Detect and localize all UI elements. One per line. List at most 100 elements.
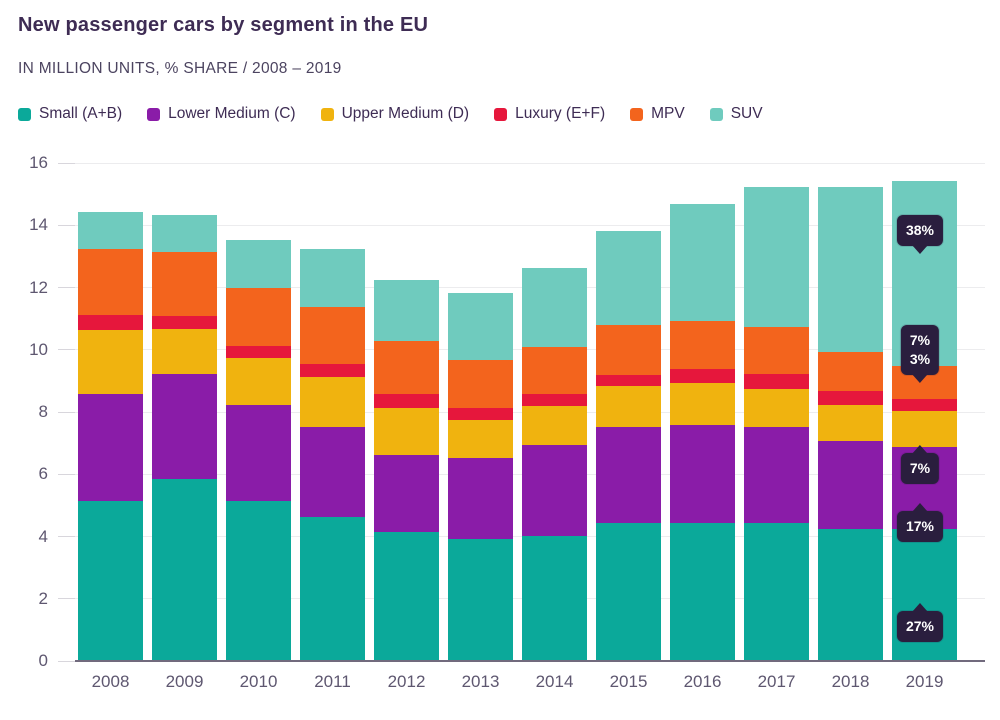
badge-pointer-down-icon (911, 374, 928, 383)
bar-segment-2019-upper-medium-d[interactable] (892, 411, 957, 447)
bar-segment-2013-luxury-e-f[interactable] (448, 407, 513, 421)
bar-segment-2012-small-a-b[interactable] (374, 532, 439, 660)
bar-segment-2019-luxury-e-f[interactable] (892, 398, 957, 412)
bar-segment-2010-lower-medium-c[interactable] (226, 404, 291, 502)
legend-item-label: Small (A+B) (39, 105, 123, 122)
legend-item-luxury-e-f[interactable]: Luxury (E+F) (494, 105, 605, 123)
bar-segment-2009-small-a-b[interactable] (152, 479, 217, 660)
bar-segment-2008-upper-medium-d[interactable] (78, 330, 143, 394)
gridline (75, 224, 985, 226)
bar-segment-2016-upper-medium-d[interactable] (670, 383, 735, 426)
bar-segment-2017-small-a-b[interactable] (744, 523, 809, 660)
bar-segment-2013-mpv[interactable] (448, 359, 513, 408)
legend-swatch-icon (320, 107, 334, 121)
bar-segment-2017-mpv[interactable] (744, 326, 809, 374)
bar-segment-2014-upper-medium-d[interactable] (522, 406, 587, 446)
bar-2013 (448, 292, 513, 660)
bar-segment-2016-luxury-e-f[interactable] (670, 369, 735, 384)
bar-segment-2017-lower-medium-c[interactable] (744, 426, 809, 524)
bar-segment-2012-luxury-e-f[interactable] (374, 393, 439, 408)
legend-item-suv[interactable]: SUV (709, 105, 763, 123)
bar-segment-2009-lower-medium-c[interactable] (152, 373, 217, 480)
bar-segment-2012-mpv[interactable] (374, 340, 439, 394)
y-axis-label: 8 (38, 402, 48, 421)
legend-item-label: MPV (651, 105, 685, 122)
bar-segment-2011-mpv[interactable] (300, 306, 365, 365)
bar-segment-2015-mpv[interactable] (596, 325, 661, 376)
legend-item-small-a-b[interactable]: Small (A+B) (18, 105, 122, 123)
y-axis-label: 10 (29, 339, 48, 359)
y-axis-tick (58, 473, 75, 475)
y-axis-label: 12 (29, 277, 48, 297)
bar-segment-2016-small-a-b[interactable] (670, 523, 735, 660)
bar-segment-2015-upper-medium-d[interactable] (596, 386, 661, 427)
bar-segment-2014-mpv[interactable] (522, 347, 587, 394)
bar-segment-2017-luxury-e-f[interactable] (744, 373, 809, 390)
x-axis-label-2009: 2009 (165, 672, 204, 691)
bar-segment-2014-lower-medium-c[interactable] (522, 445, 587, 536)
bar-2017 (744, 186, 809, 660)
bar-segment-2011-suv[interactable] (300, 249, 365, 307)
bar-segment-2008-suv[interactable] (78, 211, 143, 250)
y-axis-label: 16 (29, 153, 48, 172)
bar-segment-2010-luxury-e-f[interactable] (226, 345, 291, 359)
bar-segment-2012-lower-medium-c[interactable] (374, 454, 439, 533)
bar-segment-2015-lower-medium-c[interactable] (596, 426, 661, 524)
x-axis-line (75, 660, 985, 662)
bar-segment-2010-small-a-b[interactable] (226, 501, 291, 660)
page-subtitle: IN MILLION UNITS, % SHARE / 2008 – 2019 (18, 60, 342, 77)
bar-segment-2012-upper-medium-d[interactable] (374, 407, 439, 455)
bar-segment-2009-mpv[interactable] (152, 252, 217, 317)
bar-segment-2016-mpv[interactable] (670, 320, 735, 370)
bar-segment-2009-suv[interactable] (152, 214, 217, 253)
bar-segment-2011-small-a-b[interactable] (300, 516, 365, 660)
bar-segment-2017-upper-medium-d[interactable] (744, 389, 809, 427)
y-axis-label: 2 (38, 588, 48, 608)
bar-segment-2008-small-a-b[interactable] (78, 501, 143, 660)
y-axis-label: 6 (38, 464, 48, 484)
bar-segment-2011-lower-medium-c[interactable] (300, 426, 365, 517)
bar-segment-2014-suv[interactable] (522, 267, 587, 348)
bar-segment-2018-lower-medium-c[interactable] (818, 440, 883, 530)
bar-segment-2018-mpv[interactable] (818, 351, 883, 391)
bar-segment-2011-luxury-e-f[interactable] (300, 364, 365, 377)
bar-segment-2018-small-a-b[interactable] (818, 529, 883, 660)
y-axis-label: 14 (29, 215, 48, 235)
bar-segment-2010-upper-medium-d[interactable] (226, 358, 291, 405)
bar-segment-2009-upper-medium-d[interactable] (152, 328, 217, 374)
plot-area: 38% 7% 3% 7% 17% 27% (75, 162, 985, 662)
bar-segment-2008-luxury-e-f[interactable] (78, 314, 143, 331)
bar-segment-2010-mpv[interactable] (226, 288, 291, 346)
bar-segment-2009-luxury-e-f[interactable] (152, 316, 217, 329)
bar-segment-2012-suv[interactable] (374, 280, 439, 341)
bar-segment-2015-luxury-e-f[interactable] (596, 375, 661, 387)
legend-item-mpv[interactable]: MPV (630, 105, 685, 123)
bar-segment-2008-lower-medium-c[interactable] (78, 393, 143, 502)
x-axis-label-2015: 2015 (609, 672, 648, 691)
bar-segment-2014-small-a-b[interactable] (522, 535, 587, 660)
bar-2015 (596, 230, 661, 660)
bar-segment-2015-small-a-b[interactable] (596, 523, 661, 660)
bar-segment-2016-suv[interactable] (670, 204, 735, 321)
legend-item-upper-medium-d[interactable]: Upper Medium (D) (320, 105, 469, 123)
bar-segment-2018-upper-medium-d[interactable] (818, 404, 883, 441)
bar-2012 (374, 280, 439, 660)
bar-2018 (818, 186, 883, 660)
bar-segment-2013-small-a-b[interactable] (448, 538, 513, 660)
bar-segment-2014-luxury-e-f[interactable] (522, 393, 587, 407)
bar-segment-2010-suv[interactable] (226, 239, 291, 289)
bar-segment-2011-upper-medium-d[interactable] (300, 376, 365, 427)
bar-segment-2018-suv[interactable] (818, 186, 883, 352)
bar-segment-2013-lower-medium-c[interactable] (448, 457, 513, 539)
bar-2016 (670, 204, 735, 660)
legend-item-lower-medium-c[interactable]: Lower Medium (C) (147, 105, 296, 123)
bar-segment-2008-mpv[interactable] (78, 249, 143, 315)
bar-segment-2017-suv[interactable] (744, 186, 809, 327)
y-axis-tick (58, 287, 75, 288)
bar-segment-2013-suv[interactable] (448, 292, 513, 360)
bar-segment-2015-suv[interactable] (596, 230, 661, 326)
bar-segment-2018-luxury-e-f[interactable] (818, 390, 883, 405)
bar-segment-2016-lower-medium-c[interactable] (670, 425, 735, 524)
bar-segment-2013-upper-medium-d[interactable] (448, 420, 513, 458)
legend-item-label: SUV (730, 105, 763, 122)
